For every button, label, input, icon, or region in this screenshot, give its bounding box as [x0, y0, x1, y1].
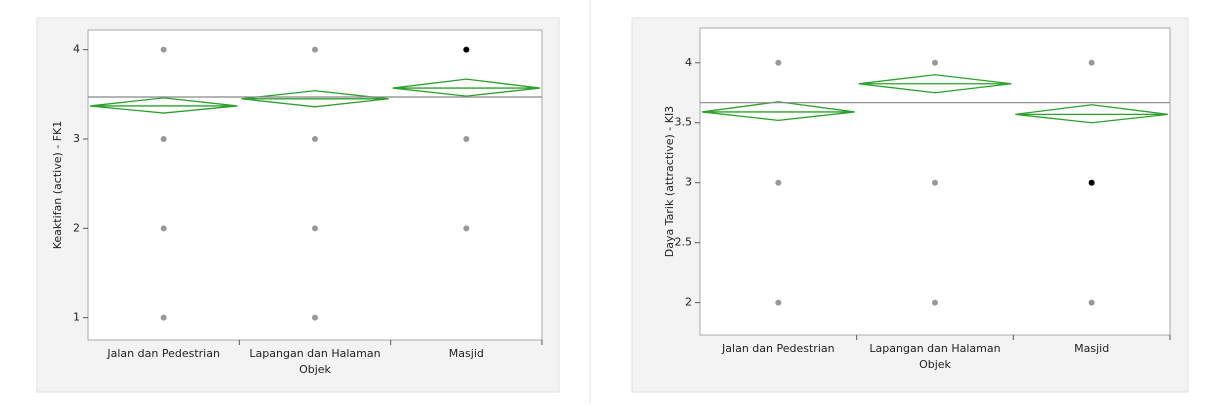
means-diamond [89, 97, 238, 114]
data-point [775, 179, 782, 186]
data-point [312, 135, 318, 142]
data-point [160, 225, 167, 232]
data-point [1088, 179, 1095, 186]
data-point [463, 225, 470, 232]
data-point [160, 314, 167, 321]
x-axis-title: Objek [299, 363, 331, 376]
x-tick-label: Lapangan dan Halaman [249, 347, 380, 360]
means-diamond [241, 90, 389, 108]
y-tick-label: 3 [685, 176, 692, 189]
data-point [160, 46, 167, 53]
means-diamond [1015, 104, 1169, 124]
x-axis-title: Objek [919, 358, 951, 371]
means-diamond [392, 78, 541, 97]
y-tick-label: 4 [685, 56, 692, 69]
y-tick-label: 1 [73, 311, 80, 324]
x-tick-label: Jalan dan Pedestrian [721, 342, 835, 355]
data-point [1088, 299, 1095, 306]
y-tick-label: 2 [73, 221, 80, 234]
y-tick-label: 3 [73, 132, 80, 145]
data-point [1088, 59, 1095, 66]
y-tick-label: 2.5 [675, 236, 693, 249]
data-point [932, 299, 938, 306]
x-tick-label: Lapangan dan Halaman [869, 342, 1000, 355]
means-diamond [858, 74, 1012, 94]
data-point [775, 299, 782, 306]
x-tick-label: Masjid [1074, 342, 1109, 355]
plot-area [87, 29, 543, 341]
data-point [312, 225, 318, 232]
data-point [312, 314, 318, 321]
x-tick-label: Masjid [449, 347, 484, 360]
top-strip [0, 0, 1209, 8]
y-tick-label: 2 [685, 296, 692, 309]
data-point [160, 135, 167, 142]
data-point [932, 59, 938, 66]
data-point [463, 135, 470, 142]
x-tick-label: Jalan dan Pedestrian [106, 347, 220, 360]
y-axis-title: Daya Tarik (attractive) - KI3 [663, 106, 676, 257]
data-point [775, 59, 782, 66]
y-axis-title: Keaktifan (active) - FK1 [51, 121, 64, 250]
chart-panel: 1 2 3 4 Jalan dan Pedestrian Lapangan dan Hal… [36, 17, 560, 393]
y-tick-label: 4 [73, 43, 80, 56]
data-point [463, 46, 470, 53]
means-diamond [701, 101, 855, 121]
data-point [932, 179, 938, 186]
y-tick-label: 3.5 [675, 116, 693, 129]
chart-panel: 2 2.5 3 3.5 4 Jalan dan Pedestrian Lapangan da… [631, 17, 1189, 393]
data-point [312, 46, 318, 53]
